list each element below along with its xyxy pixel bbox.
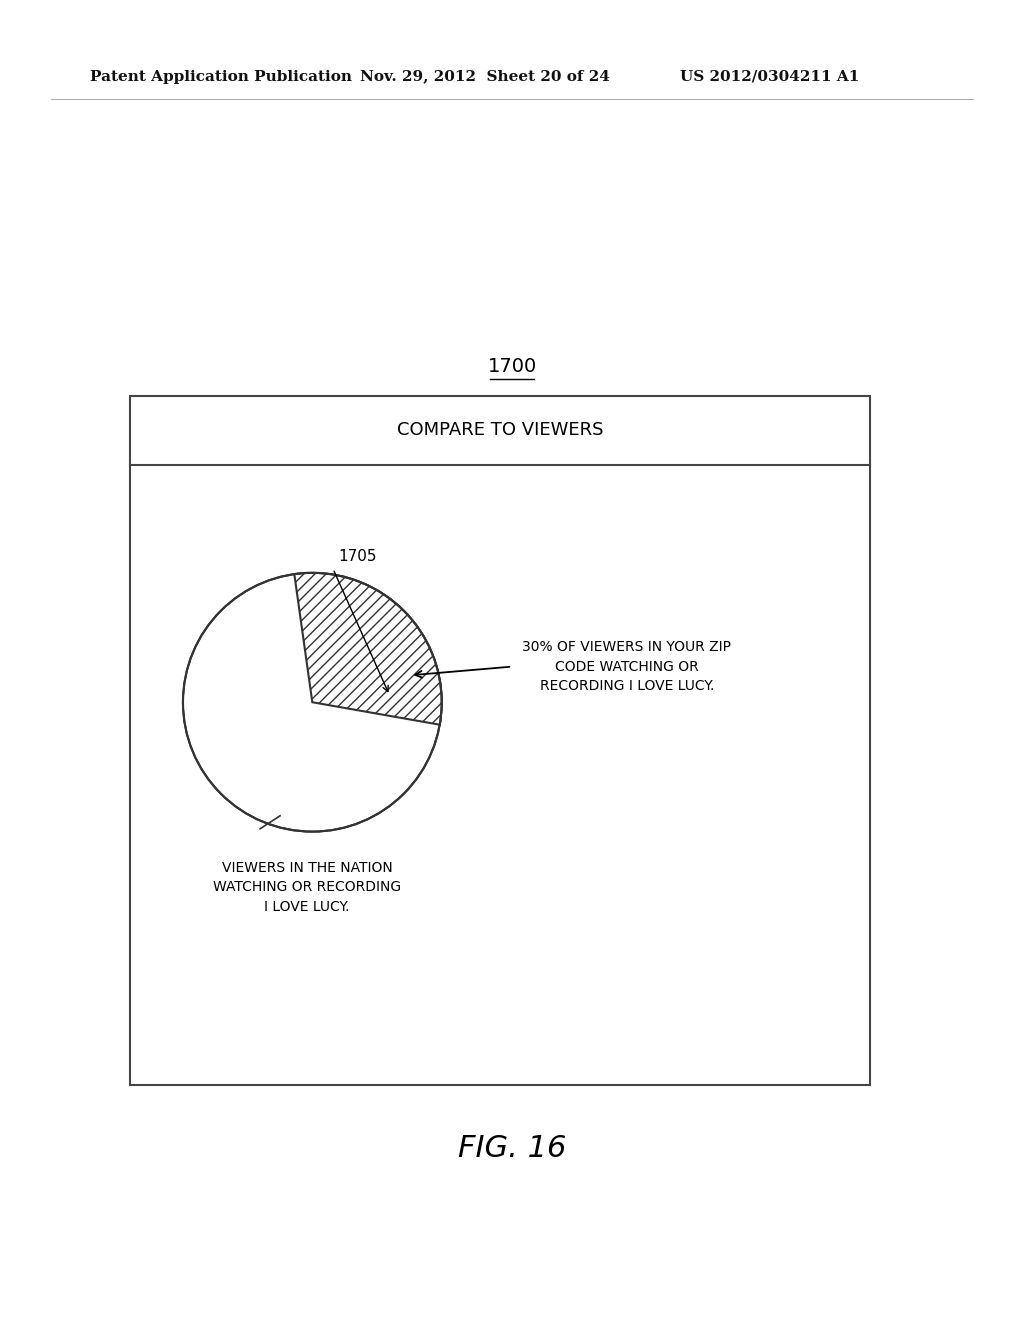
Text: Nov. 29, 2012  Sheet 20 of 24: Nov. 29, 2012 Sheet 20 of 24 xyxy=(360,70,610,83)
Text: 1700: 1700 xyxy=(487,358,537,376)
Text: 30% OF VIEWERS IN YOUR ZIP
CODE WATCHING OR
RECORDING I LOVE LUCY.: 30% OF VIEWERS IN YOUR ZIP CODE WATCHING… xyxy=(522,640,731,693)
Bar xyxy=(130,396,870,1085)
Text: VIEWERS IN THE NATION
WATCHING OR RECORDING
I LOVE LUCY.: VIEWERS IN THE NATION WATCHING OR RECORD… xyxy=(213,861,401,913)
Wedge shape xyxy=(294,573,441,725)
Text: Patent Application Publication: Patent Application Publication xyxy=(90,70,352,83)
Text: 1705: 1705 xyxy=(338,549,377,564)
Text: US 2012/0304211 A1: US 2012/0304211 A1 xyxy=(680,70,859,83)
Circle shape xyxy=(183,573,441,832)
Text: COMPARE TO VIEWERS: COMPARE TO VIEWERS xyxy=(397,421,603,440)
Text: FIG. 16: FIG. 16 xyxy=(458,1134,566,1163)
